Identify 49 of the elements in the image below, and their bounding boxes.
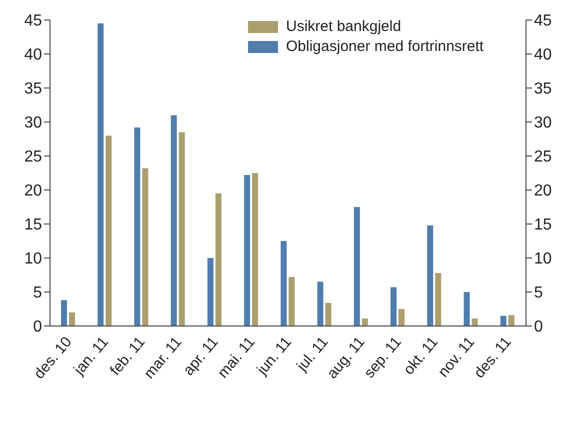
bar xyxy=(106,136,112,326)
bar xyxy=(207,258,214,326)
bar xyxy=(427,225,434,326)
bar xyxy=(252,173,258,326)
legend-label: Obligasjoner med fortrinnsrett xyxy=(286,38,484,55)
bar xyxy=(390,287,397,326)
bar xyxy=(215,193,222,326)
y2-tick-label: 40 xyxy=(534,46,552,64)
y-tick-label: 45 xyxy=(24,12,42,30)
y2-tick-label: 0 xyxy=(534,318,543,336)
bar xyxy=(508,315,514,326)
bar xyxy=(288,277,295,326)
y2-tick-label: 45 xyxy=(534,12,552,30)
y-tick-label: 35 xyxy=(24,80,42,98)
bar xyxy=(362,318,368,326)
bar xyxy=(68,312,75,326)
y-tick-label: 10 xyxy=(24,250,42,268)
bar xyxy=(244,175,250,326)
bar xyxy=(472,318,478,326)
bar xyxy=(142,168,148,326)
bar xyxy=(464,292,470,326)
y-tick-label: 15 xyxy=(24,216,42,234)
y2-tick-label: 35 xyxy=(534,80,552,98)
y-tick-label: 20 xyxy=(24,182,42,200)
x-tick-label: des. 10 xyxy=(30,334,76,382)
y-tick-label: 0 xyxy=(33,318,42,336)
bar xyxy=(398,309,405,326)
y-tick-label: 25 xyxy=(24,148,42,166)
y2-tick-label: 5 xyxy=(534,284,543,302)
bar xyxy=(500,316,506,326)
legend-label: Usikret bankgjeld xyxy=(286,18,402,35)
y2-tick-label: 20 xyxy=(534,182,552,200)
bar xyxy=(280,241,287,326)
bar xyxy=(134,127,140,326)
bar xyxy=(98,23,104,326)
y2-tick-label: 15 xyxy=(534,216,552,234)
bar xyxy=(354,207,360,326)
y-tick-label: 40 xyxy=(24,46,42,64)
y2-tick-label: 10 xyxy=(534,250,552,268)
bar xyxy=(60,300,67,326)
bar xyxy=(178,132,185,326)
bar xyxy=(325,302,332,326)
bar xyxy=(435,272,442,326)
bar xyxy=(170,115,177,326)
y2-tick-label: 25 xyxy=(534,148,552,166)
y-tick-label: 30 xyxy=(24,114,42,132)
y2-tick-label: 30 xyxy=(534,114,552,132)
bar xyxy=(317,282,324,326)
y-tick-label: 5 xyxy=(33,284,42,302)
